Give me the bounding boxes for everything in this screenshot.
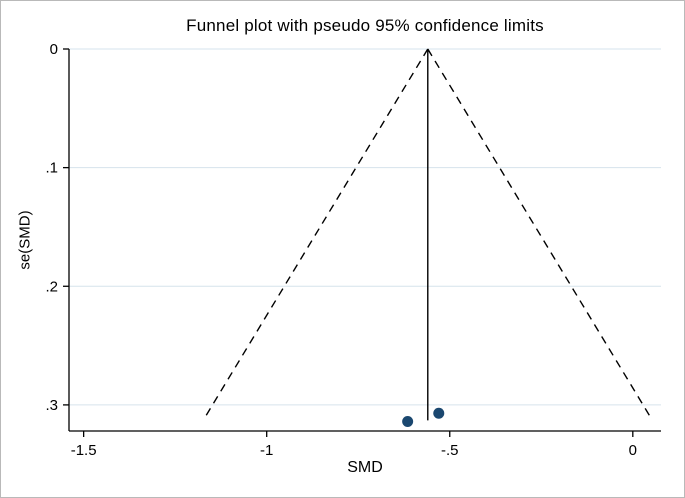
- y-tick-label: 0: [50, 41, 58, 58]
- y-tick-label: .3: [45, 397, 58, 414]
- x-tick-label: -.5: [441, 442, 459, 459]
- study-data-point: [402, 416, 414, 428]
- study-data-point: [433, 407, 445, 419]
- y-tick-label: .2: [45, 278, 58, 295]
- y-tick-label: .1: [45, 160, 58, 177]
- x-tick-label: -1.5: [71, 442, 97, 459]
- lower-ci-limit-line: [202, 48, 429, 421]
- upper-ci-limit-line: [427, 48, 653, 421]
- chart-title: Funnel plot with pseudo 95% confidence l…: [186, 16, 544, 35]
- x-tick-label: -1: [260, 442, 273, 459]
- x-axis-label: SMD: [347, 459, 383, 476]
- x-tick-label: 0: [629, 442, 637, 459]
